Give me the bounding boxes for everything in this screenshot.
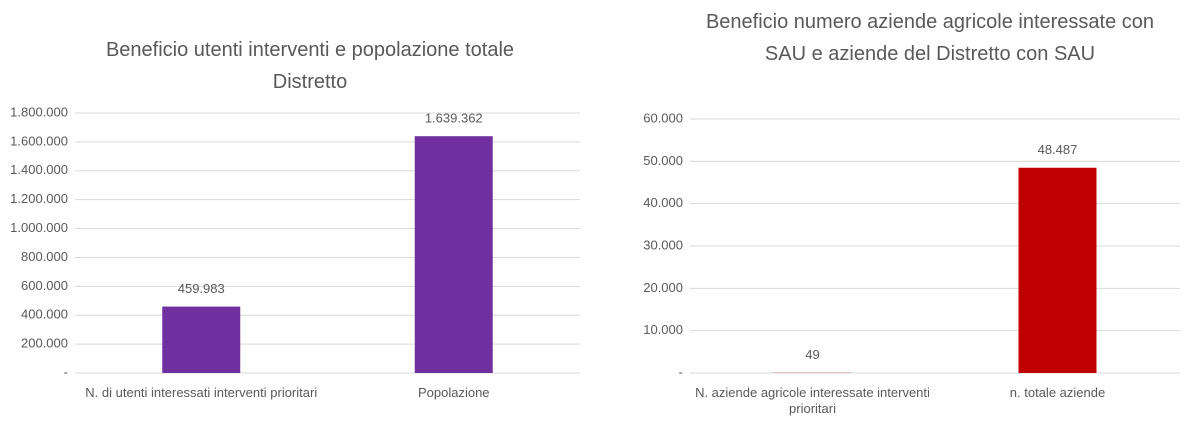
bar: [414, 136, 493, 373]
y-tick-label: 50.000: [643, 153, 683, 168]
bar: [162, 306, 241, 373]
chart-title: Beneficio numero aziende agricole intere…: [705, 11, 1155, 65]
x-tick-label: Popolazione: [417, 385, 490, 400]
y-tick-label: 10.000: [643, 322, 683, 337]
y-tick-label: 400.000: [21, 307, 68, 322]
x-tick-label: N. di utenti interessati interventi prio…: [85, 385, 318, 400]
value-label: 49: [805, 347, 819, 362]
y-tick-label: 20.000: [643, 280, 683, 295]
y-tick-label: -: [64, 364, 68, 379]
bar: [1018, 167, 1097, 373]
y-tick-label: 600.000: [21, 278, 68, 293]
y-tick-label: 1.800.000: [10, 104, 68, 119]
y-tick-label: 1.000.000: [10, 220, 68, 235]
y-tick-label: -: [679, 364, 683, 379]
y-tick-label: 60.000: [643, 110, 683, 125]
value-label: 1.639.362: [425, 111, 483, 126]
chart-title: Beneficio utenti interventi e popolazion…: [105, 39, 515, 93]
x-tick-label: N. aziende agricole interessate interven…: [695, 385, 930, 416]
y-tick-label: 1.400.000: [10, 162, 68, 177]
y-tick-label: 40.000: [643, 195, 683, 210]
y-tick-label: 1.200.000: [10, 191, 68, 206]
y-tick-label: 1.600.000: [10, 133, 68, 148]
y-tick-label: 800.000: [21, 249, 68, 264]
value-label: 48.487: [1038, 142, 1078, 157]
x-tick-label: n. totale aziende: [1009, 385, 1106, 400]
y-tick-label: 30.000: [643, 237, 683, 252]
value-label: 459.983: [178, 281, 225, 296]
y-tick-label: 200.000: [21, 336, 68, 351]
